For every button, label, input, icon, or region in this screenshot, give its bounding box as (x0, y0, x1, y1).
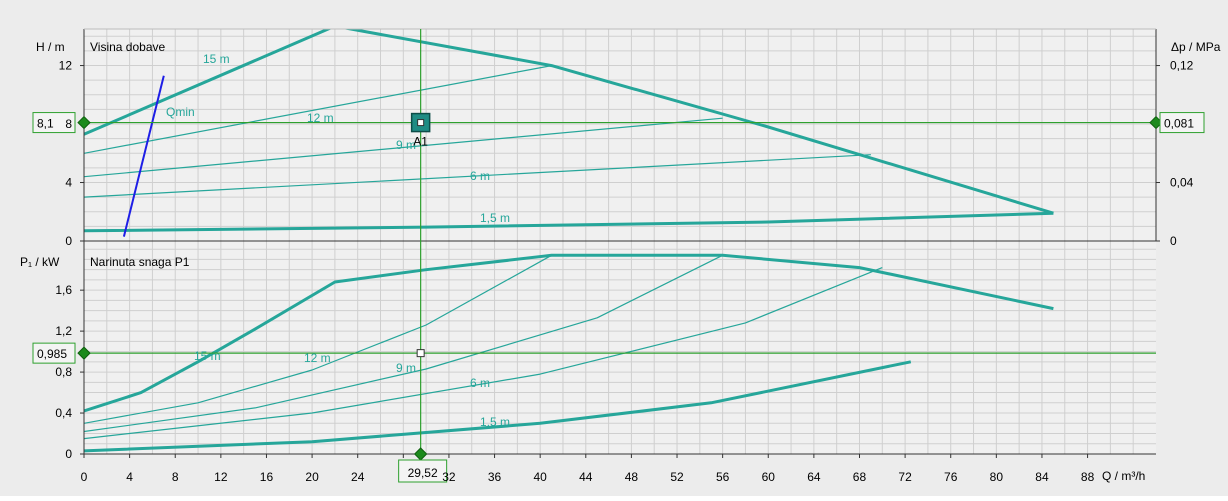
pressure-tick-label: 0 (1170, 234, 1177, 248)
power-curve (84, 254, 723, 433)
head-curve-label: 1,5 m (480, 211, 510, 225)
power-curve-label: 15 m (194, 349, 221, 363)
power-curve (84, 267, 883, 440)
head-readout-left-box (32, 112, 76, 134)
flow-tick-label: 12 (214, 470, 228, 484)
flow-tick-label: 68 (853, 470, 867, 484)
flow-tick-label: 40 (533, 470, 547, 484)
pressure-readout-right-box (1159, 112, 1205, 134)
power-tick-label: 0,8 (55, 365, 72, 379)
head-curve-label: 6 m (470, 169, 490, 183)
power-point-marker (416, 349, 425, 358)
flow-tick-label: 44 (579, 470, 593, 484)
power-curve-label: 6 m (470, 376, 490, 390)
power-readout-left: 0,985 (37, 347, 67, 361)
flow-tick-label: 16 (260, 470, 274, 484)
flow-tick-label: 4 (126, 470, 133, 484)
power-axis-label: P₁ / kW (20, 255, 60, 269)
head-curve (84, 117, 723, 178)
flow-tick-label: 8 (172, 470, 179, 484)
flow-tick-label: 20 (305, 470, 319, 484)
power-tick-label: 0 (65, 447, 72, 461)
head-tick-label: 8 (65, 117, 72, 131)
pressure-readout-right: 0,081 (1164, 117, 1194, 131)
power-tick-label: 1,2 (55, 324, 72, 338)
flow-axis-label: Q / m³/h (1102, 469, 1145, 483)
power-curve (84, 254, 552, 424)
flow-tick-label: 36 (488, 470, 502, 484)
flow-tick-label: 72 (898, 470, 912, 484)
operating-point-center (417, 119, 425, 127)
head-curve-label: 15 m (203, 52, 230, 66)
head-curve (84, 211, 1054, 233)
head-tick-label: 12 (59, 59, 73, 73)
head-curve (84, 65, 552, 154)
power-tick-label: 0,4 (55, 406, 72, 420)
power-readout-left-box (32, 342, 76, 364)
head-curve-label: Qmin (166, 105, 195, 119)
power-curve (84, 360, 912, 453)
pressure-tick-label: 0,04 (1170, 176, 1194, 190)
flow-tick-label: 84 (1035, 470, 1049, 484)
head-tick-label: 0 (65, 234, 72, 248)
flow-tick-label: 48 (625, 470, 639, 484)
head-curve (84, 154, 871, 198)
power-panel-title: Narinuta snaga P1 (90, 255, 190, 269)
head-curve (122, 75, 165, 237)
power-tick-label: 1,6 (55, 283, 72, 297)
flow-tick-label: 0 (81, 470, 88, 484)
head-cursor-handle-left[interactable] (77, 115, 91, 130)
flow-tick-label: 32 (442, 470, 456, 484)
flow-tick-label: 88 (1081, 470, 1095, 484)
flow-readout-bottom: 29,52 (408, 466, 438, 480)
head-tick-label: 4 (65, 176, 72, 190)
power-cursor-handle-left[interactable] (77, 346, 91, 360)
flow-readout-bottom-box (398, 459, 448, 483)
flow-tick-label: 56 (716, 470, 730, 484)
flow-tick-label: 24 (351, 470, 365, 484)
head-panel-title: Visina dobave (90, 40, 165, 54)
pressure-tick-label: 0,12 (1170, 59, 1194, 73)
head-curve-label: 12 m (307, 111, 334, 125)
power-curve-label: 12 m (304, 351, 331, 365)
operating-point-label: A1 (413, 135, 428, 149)
flow-tick-label: 60 (762, 470, 776, 484)
head-series-group (84, 29, 1054, 237)
power-curve (84, 253, 1054, 413)
head-readout-left: 8,1 (37, 117, 54, 131)
head-curve-label: 9 m (396, 138, 416, 152)
head-axis-label: H / m (36, 40, 65, 54)
power-curve-label: 1,5 m (480, 415, 510, 429)
pressure-axis-label: Δp / MPa (1171, 40, 1221, 54)
power-curve-label: 9 m (396, 361, 416, 375)
flow-tick-label: 52 (670, 470, 684, 484)
power-series-group (84, 253, 1054, 453)
power-plot-area (84, 241, 1156, 454)
flow-tick-label: 76 (944, 470, 958, 484)
flow-tick-label: 64 (807, 470, 821, 484)
head-plot-area (84, 29, 1156, 241)
flow-tick-label: 80 (990, 470, 1004, 484)
